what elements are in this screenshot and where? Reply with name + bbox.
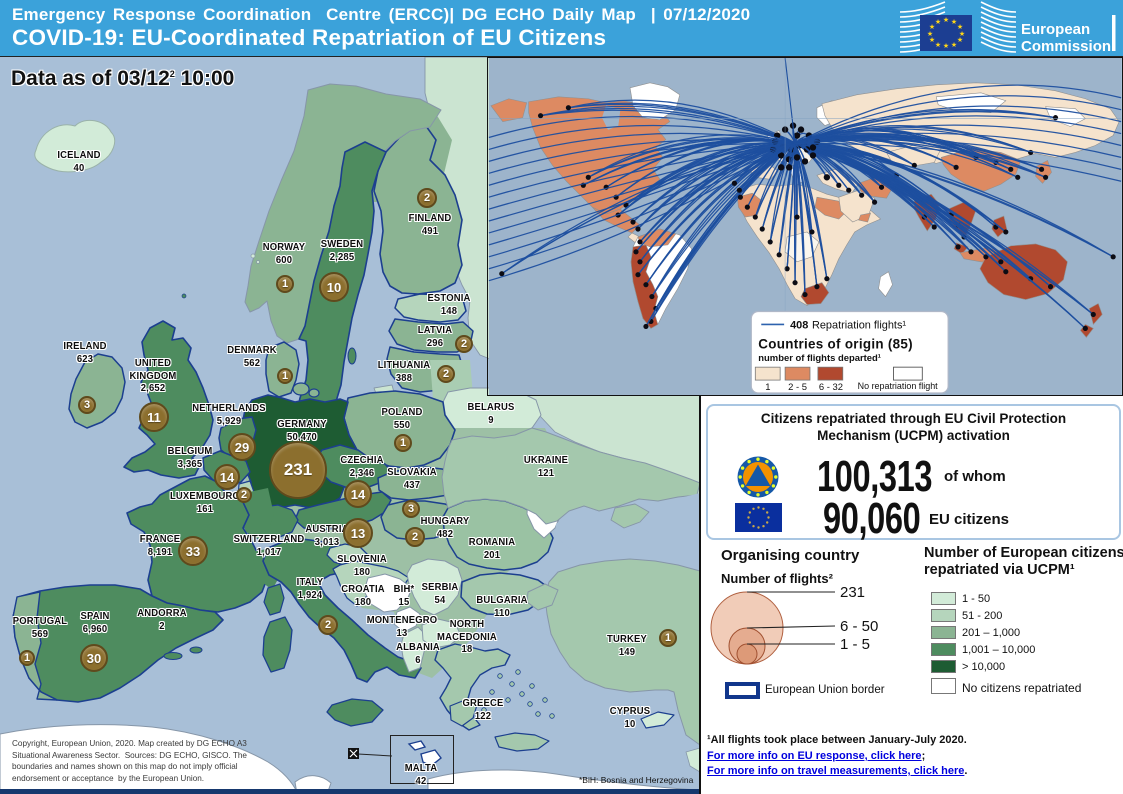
- svg-text:★: ★: [951, 41, 957, 49]
- svg-text:★: ★: [935, 41, 941, 49]
- svg-text:Repatriation flights¹: Repatriation flights¹: [812, 319, 906, 331]
- svg-text:408: 408: [790, 319, 808, 331]
- svg-text:number of flights departed¹: number of flights departed¹: [758, 353, 881, 364]
- svg-text:★: ★: [929, 23, 935, 31]
- svg-text:Countries of origin (85): Countries of origin (85): [758, 336, 913, 351]
- svg-text:★: ★: [959, 30, 965, 38]
- svg-text:1: 1: [765, 382, 770, 393]
- svg-text:2 - 5: 2 - 5: [788, 382, 807, 393]
- svg-text:6 - 32: 6 - 32: [819, 382, 843, 393]
- svg-text:★: ★: [943, 16, 949, 24]
- svg-text:★: ★: [957, 23, 963, 31]
- svg-text:★: ★: [927, 30, 933, 38]
- svg-text:★: ★: [929, 36, 935, 44]
- svg-text:★: ★: [935, 18, 941, 26]
- svg-text:No repatriation flight: No repatriation flight: [858, 381, 939, 391]
- svg-text:★: ★: [957, 36, 963, 44]
- svg-text:★: ★: [951, 18, 957, 26]
- svg-text:★: ★: [943, 42, 949, 50]
